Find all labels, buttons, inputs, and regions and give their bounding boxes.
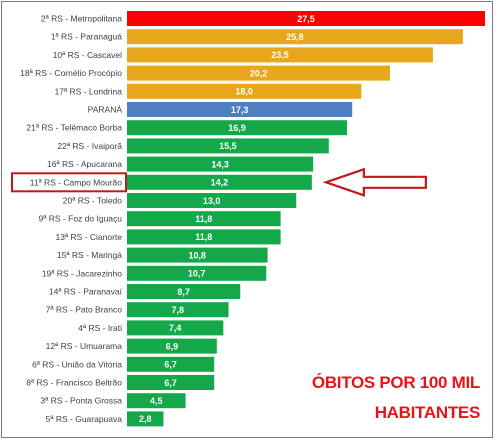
category-label: 15ª RS - Maringá — [57, 250, 122, 260]
value-label: 11,8 — [195, 214, 212, 224]
bar — [127, 193, 297, 208]
bar — [127, 375, 215, 390]
bar — [127, 393, 186, 409]
category-label: 22ª RS - Ivaiporã — [57, 141, 122, 151]
value-label: 23,5 — [271, 50, 289, 60]
bar — [127, 247, 268, 263]
highlight-arrow-icon — [322, 167, 427, 197]
value-label: 18,0 — [235, 87, 253, 97]
bar — [127, 229, 281, 245]
value-label: 14,2 — [211, 178, 229, 188]
bar — [127, 320, 224, 336]
bar — [127, 265, 267, 281]
value-label: 27,5 — [297, 14, 315, 24]
value-label: 2,8 — [139, 414, 152, 424]
bar — [127, 65, 390, 81]
bar — [127, 120, 348, 136]
category-label: 10ª RS - Cascavel — [53, 50, 122, 60]
category-label: 17ª RS - Londrina — [55, 86, 123, 96]
category-label: 19ª RS - Jacarezinho — [42, 268, 122, 278]
category-label: 8ª RS - Francisco Beltrão — [26, 378, 122, 388]
value-label: 7,8 — [172, 305, 185, 315]
category-label: 4ª RS - Irati — [78, 323, 122, 333]
bar — [127, 174, 312, 190]
value-label: 7,4 — [169, 323, 182, 333]
value-label: 25,8 — [286, 32, 304, 42]
bar — [127, 11, 485, 26]
category-label: 1ª RS - Paranaguá — [51, 32, 122, 42]
bar — [127, 102, 353, 117]
bar — [127, 138, 329, 154]
bars-group — [127, 11, 485, 427]
category-label: 16ª RS - Apucarana — [47, 159, 122, 169]
category-label: 2ª RS - Metropolitana — [41, 14, 122, 24]
category-label: 6ª RS - União da Vitória — [32, 359, 122, 369]
value-label: 16,9 — [228, 123, 246, 133]
value-label: 20,2 — [250, 68, 268, 78]
annotation-text: ÓBITOS POR 100 MIL HABITANTES — [311, 373, 480, 422]
category-label: PARANÁ — [88, 105, 123, 115]
category-label: 18ª RS - Cornélio Procópio — [20, 68, 122, 78]
category-label: 7ª RS - Pato Branco — [46, 305, 123, 315]
category-labels-group: 2ª RS - Metropolitana 1ª RS - Paranaguá 10… — [20, 14, 123, 424]
category-label: 12ª RS - Umuarama — [46, 341, 123, 351]
highlight-box — [11, 172, 127, 193]
bar — [127, 83, 362, 99]
bar — [127, 302, 229, 318]
value-labels-group: 27,5 25,8 23,520,2 18,0 17,3 16,9 15,5 14,3 14,2… — [139, 14, 315, 424]
bar — [127, 156, 314, 172]
value-label: 6,7 — [164, 360, 177, 370]
bar — [127, 338, 217, 354]
value-label: 14,3 — [211, 159, 229, 169]
value-label: 10,8 — [189, 250, 207, 260]
value-label: 17,3 — [231, 105, 249, 115]
bar — [127, 411, 164, 427]
bar — [127, 284, 241, 299]
bar — [127, 29, 463, 45]
value-label: 6,7 — [164, 378, 177, 388]
value-label: 8,7 — [177, 287, 190, 297]
value-label: 13,0 — [203, 196, 221, 206]
category-label: 14ª RS - Paranavaí — [49, 287, 123, 297]
value-label: 6,9 — [166, 341, 179, 351]
category-label: 9ª RS - Foz do Iguaçu — [39, 214, 123, 224]
value-label: 4,5 — [150, 396, 163, 406]
category-label: 21ª RS - Telêmaco Borba — [26, 123, 122, 133]
bar — [127, 47, 433, 63]
value-label: 10,7 — [188, 269, 206, 279]
category-label: 11ª RS - Campo Mourão — [30, 177, 123, 187]
bar — [127, 211, 281, 227]
category-label: 3ª RS - Ponta Grossa — [40, 396, 122, 406]
category-label: 13ª RS - Cianorte — [56, 232, 123, 242]
category-label: 20ª RS - Toledo — [63, 196, 122, 206]
category-label: 5ª RS - Guarapuava — [46, 414, 123, 424]
value-label: 11,8 — [195, 232, 212, 242]
bar — [127, 356, 215, 372]
value-label: 15,5 — [219, 141, 237, 151]
